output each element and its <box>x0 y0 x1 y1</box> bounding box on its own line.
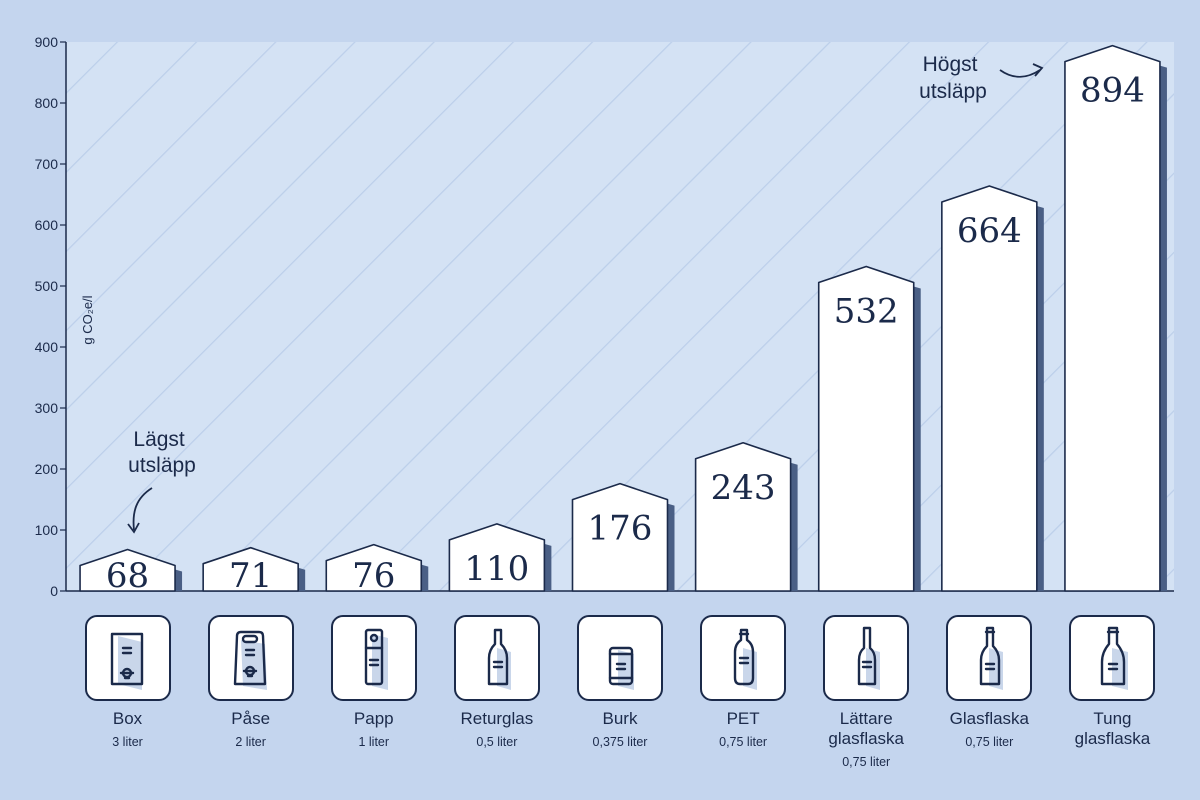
bar-shadow <box>1159 65 1167 591</box>
bar-shadow <box>175 569 183 591</box>
package-size: 0,5 liter <box>476 735 518 749</box>
light-glass-bottle-icon <box>823 615 910 701</box>
package-item: Papp 1 liter <box>314 615 434 749</box>
package-size: 1 liter <box>358 735 390 749</box>
package-item: Returglas 0,5 liter <box>437 615 557 749</box>
annotations: Lägst utsläpp Högst utsläpp <box>127 53 1044 534</box>
package-name: PET <box>726 709 760 728</box>
package-item: Påse 2 liter <box>191 615 311 749</box>
highest-arrow <box>999 69 1041 78</box>
y-tick-label: 0 <box>50 583 58 599</box>
y-tick-label: 100 <box>35 522 59 538</box>
bar-value-label: 76 <box>352 556 395 596</box>
package-name: Returglas <box>460 709 534 728</box>
package-item: Tung glasflaska <box>1052 615 1172 755</box>
carton-icon <box>330 615 417 701</box>
package-item: Box 3 liter <box>68 615 188 749</box>
bar-shadow <box>544 543 552 591</box>
package-item: Glasflaska 0,75 liter <box>929 615 1049 749</box>
bar-group: 110 <box>448 523 552 592</box>
bar <box>202 546 299 592</box>
bar-shadow <box>790 462 798 591</box>
package-size: 0,75 liter <box>965 735 1014 749</box>
package-item: Lättare glasflaska 0,75 liter <box>806 615 926 769</box>
glass-bottle-icon <box>946 615 1033 701</box>
package-size: 2 liter <box>235 735 266 749</box>
package-item: PET 0,75 liter <box>683 615 803 749</box>
y-tick-label: 300 <box>35 400 59 416</box>
package-name: Tung glasflaska <box>1074 709 1151 748</box>
bar <box>694 441 792 592</box>
bar <box>941 185 1038 592</box>
bar <box>817 265 915 592</box>
package-size: 0,375 liter <box>592 735 648 749</box>
package-size: 3 liter <box>112 735 143 749</box>
bar-shadow <box>298 567 306 591</box>
highest-arrowhead <box>1032 63 1044 77</box>
bag-in-box-icon <box>84 615 171 701</box>
bar-value-label: 532 <box>834 291 899 331</box>
bar-group: 68 <box>79 548 183 596</box>
heavy-glass-bottle-icon <box>1069 615 1156 701</box>
package-name: Box <box>112 709 143 728</box>
package-name: Glasflaska <box>949 709 1030 728</box>
y-tick-label: 600 <box>35 217 59 233</box>
y-tick-label: 400 <box>35 339 59 355</box>
package-name: Påse <box>231 709 271 728</box>
y-tick-label: 800 <box>35 95 59 111</box>
bar-value-label: 176 <box>588 509 653 549</box>
package-size: 0,75 liter <box>842 755 891 769</box>
bar <box>79 548 176 592</box>
bar-group: 243 <box>694 441 798 592</box>
bar-shadow <box>667 503 675 591</box>
bar-shadow <box>913 286 921 591</box>
y-tick-label: 500 <box>35 278 59 294</box>
bar-value-label: 894 <box>1080 71 1145 111</box>
wine-pouch-icon <box>207 615 294 701</box>
bars: 68 71 76 110 176 243 532 664 894 <box>79 44 1167 596</box>
bar-shadow <box>421 564 429 591</box>
y-tick-label: 900 <box>35 34 59 50</box>
bar-group: 76 <box>325 543 429 596</box>
package-name: Burk <box>602 709 638 728</box>
can-icon <box>577 615 663 701</box>
y-tick-label: 200 <box>35 461 59 477</box>
bar-shadow <box>1036 205 1044 591</box>
bar <box>1064 44 1161 592</box>
highest-annotation: Högst utsläpp <box>919 53 987 103</box>
bar-value-label: 110 <box>464 549 529 589</box>
y-axis-title: g CO₂e/l <box>80 295 95 344</box>
bar <box>571 482 669 592</box>
package-name: Lättare glasflaska <box>828 709 905 748</box>
bar-group: 176 <box>571 482 675 592</box>
pet-bottle-icon <box>700 615 787 701</box>
lowest-arrowhead <box>127 522 140 534</box>
bar-value-label: 71 <box>229 556 272 596</box>
bar-group: 664 <box>941 185 1044 592</box>
bar <box>448 523 546 592</box>
y-tick-label: 700 <box>35 156 59 172</box>
bar-value-label: 68 <box>106 556 149 596</box>
bar <box>325 543 423 592</box>
bar-group: 894 <box>1064 44 1167 592</box>
bar-value-label: 243 <box>711 468 776 508</box>
lowest-arrow <box>132 487 153 531</box>
bar-group: 532 <box>817 265 921 592</box>
package-item: Burk 0,375 liter <box>560 615 680 749</box>
lowest-annotation: Lägst utsläpp <box>128 428 196 477</box>
bar-value-label: 664 <box>957 211 1022 251</box>
returnable-bottle-icon <box>453 615 540 701</box>
package-name: Papp <box>353 709 394 728</box>
bar-group: 71 <box>202 546 306 596</box>
package-size: 0,75 liter <box>719 735 768 749</box>
